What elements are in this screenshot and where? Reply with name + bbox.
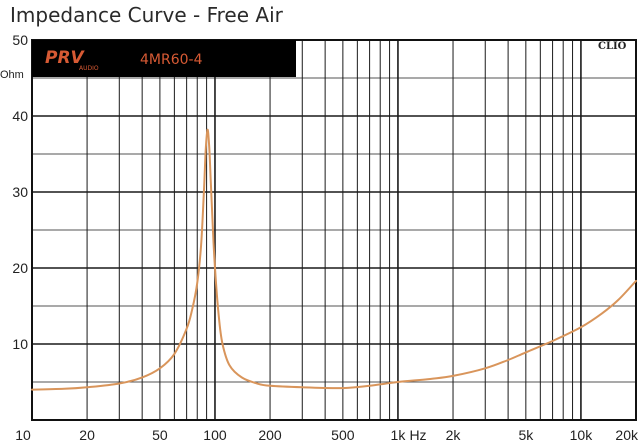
plot-frame xyxy=(31,39,637,421)
clio-label: CLIO xyxy=(598,41,627,52)
y-tick-label: 20 xyxy=(12,260,28,276)
chart-title: Impedance Curve - Free Air xyxy=(10,3,284,27)
y-unit-label: Ohm xyxy=(0,69,24,81)
x-tick-label: 20 xyxy=(79,427,95,443)
x-tick-label: 200 xyxy=(258,427,282,443)
x-tick-label: 10k xyxy=(570,427,594,443)
brand-logo: PRV xyxy=(45,48,86,68)
x-tick-label: 5k xyxy=(518,427,534,443)
brand-logo-sub: AUDIO xyxy=(79,65,99,72)
brand-box xyxy=(32,40,296,77)
x-tick-label: 20k xyxy=(615,427,639,443)
x-tick-label: 100 xyxy=(203,427,227,443)
x-unit-label: Hz xyxy=(409,427,426,443)
x-tick-label: 10 xyxy=(15,427,31,443)
x-tick-label: 1k xyxy=(391,427,407,443)
grid xyxy=(31,39,637,421)
y-tick-label: 30 xyxy=(12,184,28,200)
x-tick-label: 500 xyxy=(331,427,355,443)
y-tick-label: 10 xyxy=(12,336,28,352)
impedance-series-line xyxy=(31,128,637,391)
y-tick-label: 40 xyxy=(12,108,28,124)
x-tick-label: 2k xyxy=(446,427,462,443)
y-tick-label: 50 xyxy=(12,32,28,48)
model-label: 4MR60-4 xyxy=(140,52,203,68)
x-tick-label: 50 xyxy=(152,427,168,443)
